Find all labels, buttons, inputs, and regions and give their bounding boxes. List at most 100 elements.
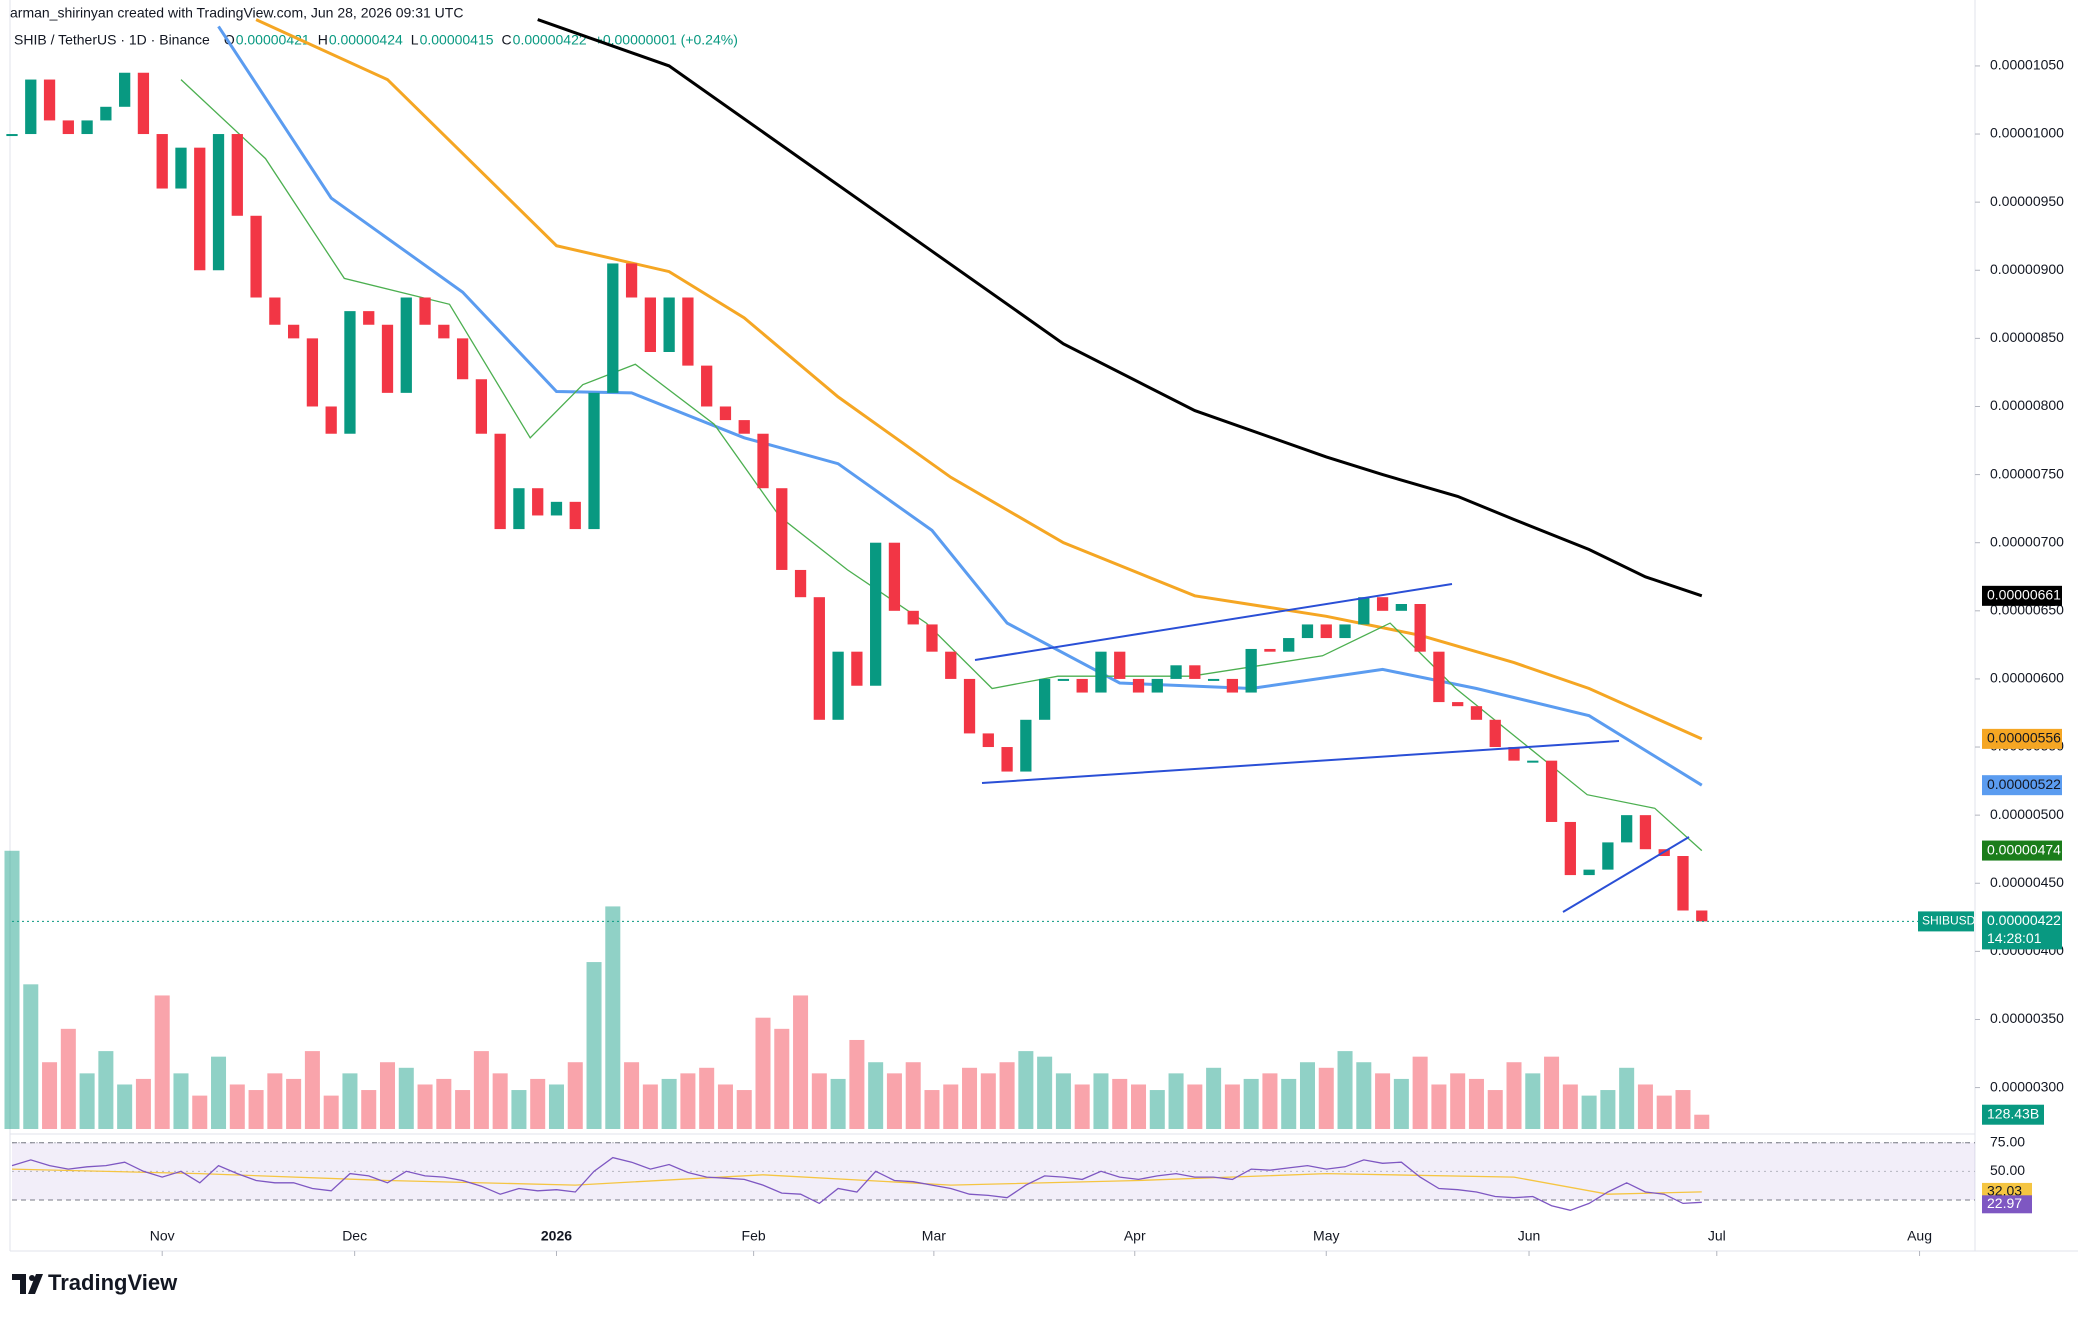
candle-body [1489, 719, 1501, 748]
candle-body [963, 678, 976, 734]
candle-body [1583, 869, 1595, 876]
volume-bar [1581, 1095, 1597, 1129]
volume-bar [699, 1067, 715, 1129]
credit: arman_shirinyan created with TradingView… [10, 5, 463, 21]
volume-bar [624, 1062, 640, 1129]
candle-body [851, 651, 863, 686]
x-tick-label: May [1313, 1228, 1339, 1244]
x-tick-label: Jul [1708, 1228, 1726, 1244]
volume-bar [323, 1095, 339, 1129]
candle-body [1189, 665, 1201, 679]
volume-bar [1412, 1056, 1428, 1129]
volume-bar [774, 1028, 790, 1129]
y-tick-label: 0.00000900 [1990, 261, 2064, 277]
rsi-tick-label: 75.00 [1990, 1133, 2025, 1149]
candle-body [250, 215, 262, 298]
last-price-label: 0.00000422 [1987, 912, 2061, 928]
y-tick-label: 0.00000800 [1990, 397, 2064, 413]
volume-bar [342, 1073, 358, 1129]
candle-body [625, 263, 638, 298]
volume-bar [736, 1090, 752, 1129]
logo: TradingView [12, 1270, 178, 1295]
candle-body [1320, 624, 1332, 639]
volume-bar [511, 1090, 527, 1129]
volume-bar [417, 1084, 433, 1129]
volume-bar [1600, 1090, 1616, 1129]
candle-body [1264, 648, 1276, 652]
volume-bar [1675, 1090, 1691, 1129]
logo-icon [12, 1274, 43, 1294]
candle-body [1038, 678, 1051, 720]
candle-body [870, 542, 882, 686]
candle-body [701, 365, 713, 407]
candle-body [1057, 678, 1070, 681]
candle-body [794, 569, 807, 598]
ohlc-value: 0.00000424 [329, 32, 403, 48]
candle-body [81, 120, 93, 135]
volume-bar [680, 1073, 696, 1129]
candle-body [100, 106, 112, 121]
candle-body [6, 134, 18, 137]
candle-body [1395, 604, 1407, 611]
volume-bar [1299, 1062, 1315, 1129]
candle-body [888, 542, 901, 611]
volume-bar [849, 1039, 865, 1129]
ohlc-key: C [502, 32, 512, 48]
volume-bar [661, 1078, 677, 1129]
volume-bar [379, 1062, 396, 1129]
volume-bar [154, 995, 170, 1129]
moving-average [255, 18, 1703, 741]
x-tick-label: Feb [742, 1228, 766, 1244]
rsi-ma-label: 32.03 [1987, 1183, 2022, 1199]
candle-body [119, 72, 131, 107]
volume-bar [642, 1084, 658, 1129]
rsi-tick-label: 50.00 [1990, 1162, 2025, 1178]
candle-body [231, 134, 243, 216]
candle-body [738, 420, 750, 434]
candle-body [550, 501, 563, 516]
volume-bar [1337, 1051, 1353, 1129]
volume-bar [1187, 1084, 1203, 1129]
rsi-label-box [1982, 1195, 2032, 1214]
candle-body [569, 501, 581, 530]
volume-bar [1356, 1062, 1372, 1129]
volume-bar [455, 1090, 471, 1129]
candle-body [1508, 747, 1520, 761]
symbol-label: SHIBUSDT [1922, 914, 1983, 928]
volume-bar [60, 1028, 76, 1129]
volume-bar [1544, 1056, 1560, 1129]
x-tick-label: Jun [1518, 1228, 1541, 1244]
trendline [1562, 836, 1690, 913]
candle-body [1301, 624, 1314, 639]
volume-bar [1375, 1073, 1391, 1129]
volume-bar [229, 1084, 245, 1129]
volume-bar [192, 1095, 208, 1129]
ma-label: 0.00000522 [1987, 776, 2061, 792]
rsi-label: 22.97 [1987, 1195, 2022, 1211]
candle-body [381, 324, 394, 393]
candle-body [212, 134, 225, 271]
candle-body [607, 263, 619, 393]
moving-average [537, 18, 1703, 598]
volume-bar [999, 1062, 1015, 1129]
candle-body [363, 311, 375, 325]
volume-bar [304, 1051, 320, 1129]
x-tick-label: 2026 [541, 1228, 572, 1244]
trendline [974, 583, 1453, 661]
volume-label-box [1982, 1104, 2044, 1125]
moving-average [217, 25, 1703, 787]
candle-body [456, 338, 469, 380]
volume-bar [1562, 1084, 1578, 1129]
volume-bar [23, 984, 39, 1129]
rsi-band [12, 1142, 1975, 1200]
y-tick-label: 0.00000300 [1990, 1078, 2064, 1094]
candle-body [776, 488, 788, 570]
volume-bar [42, 1062, 58, 1129]
volume-bar [1506, 1062, 1522, 1129]
candle-body [513, 488, 525, 530]
y-tick-label: 0.00000500 [1990, 806, 2064, 822]
volume-bar [4, 850, 20, 1129]
ohlc-value: 0.00000415 [420, 32, 494, 48]
y-tick-label: 0.00000850 [1990, 329, 2064, 345]
